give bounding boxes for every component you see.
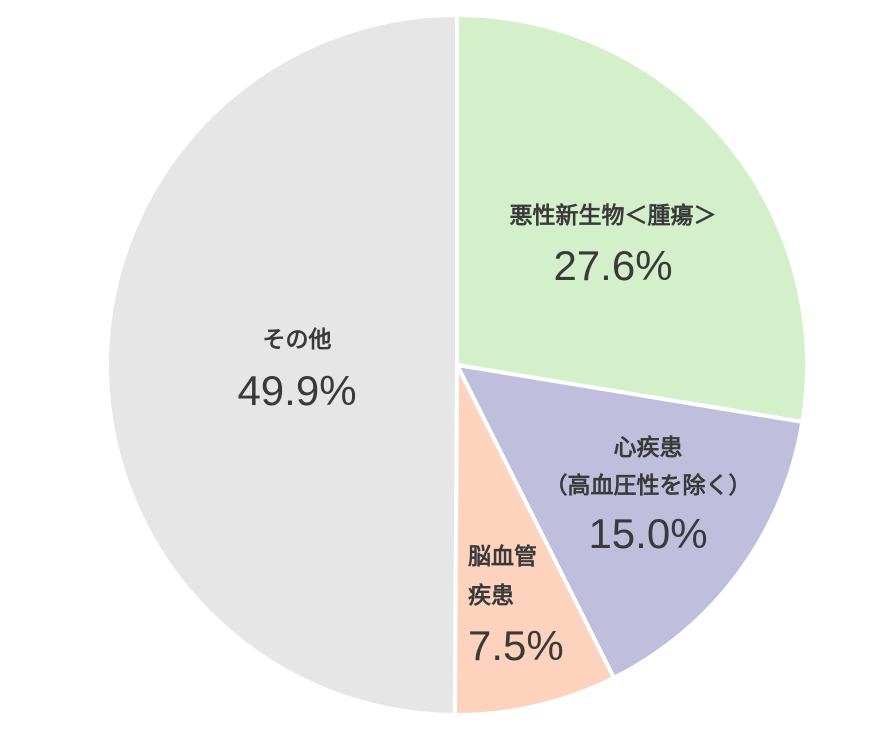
slice-1-label-line-1: 悪性新生物＜腫瘍＞ (510, 202, 717, 229)
slice-3-percentage: 7.5% (468, 622, 564, 669)
pie-slice-2 (453, 362, 805, 681)
slice-2-percentage: 15.0% (588, 510, 707, 557)
slice-3-label-line-2: 疾患 (468, 582, 514, 609)
pie-slices (105, 12, 809, 718)
slice-4-label-line-1: その他 (263, 327, 332, 353)
slice-3-label-line-1: 脳血管 (468, 543, 537, 570)
pie-slice-1 (455, 12, 809, 425)
slice-1-percentage: 27.6% (553, 242, 672, 289)
slice-2-label-line-1: 心疾患 (614, 434, 683, 461)
pie-slice-3 (452, 364, 617, 717)
pie-slice-4 (105, 12, 459, 718)
slice-4-percentage: 49.9% (237, 367, 356, 414)
slice-2-label-line-2: （高血圧性を除く） (545, 472, 752, 499)
